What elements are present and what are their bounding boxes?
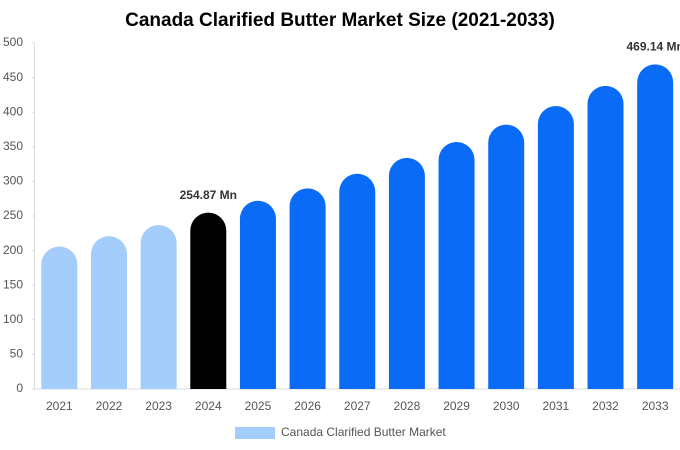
bar <box>90 236 127 389</box>
y-tick-label: 250 <box>3 208 23 222</box>
bar <box>239 200 276 389</box>
legend-swatch <box>235 427 275 439</box>
y-tick-label: 500 <box>3 35 23 49</box>
bar <box>537 105 574 390</box>
x-tick-label: 2030 <box>493 399 520 413</box>
x-tick-label: 2031 <box>543 399 570 413</box>
x-tick-label: 2023 <box>145 399 172 413</box>
value-label: 469.14 Mn <box>626 40 680 54</box>
legend-label: Canada Clarified Butter Market <box>281 425 446 439</box>
bar <box>190 212 227 389</box>
y-tick-label: 100 <box>3 312 23 326</box>
bar <box>289 188 326 389</box>
x-tick-label: 2022 <box>96 399 123 413</box>
bar <box>339 173 376 389</box>
x-tick-label: 2028 <box>394 399 421 413</box>
y-tick-label: 0 <box>16 381 23 395</box>
bar <box>637 64 674 390</box>
chart-title: Canada Clarified Butter Market Size (202… <box>125 10 555 31</box>
y-tick-label: 350 <box>3 139 23 153</box>
bar <box>388 157 425 389</box>
y-tick-label: 150 <box>3 277 23 291</box>
x-tick-label: 2024 <box>195 399 222 413</box>
value-label: 254.87 Mn <box>180 188 237 202</box>
y-tick-label: 50 <box>10 347 24 361</box>
x-tick-label: 2026 <box>294 399 321 413</box>
x-tick-label: 2025 <box>245 399 272 413</box>
y-tick-label: 300 <box>3 174 23 188</box>
x-tick-label: 2033 <box>642 399 669 413</box>
y-tick-label: 200 <box>3 243 23 257</box>
bar <box>438 141 475 389</box>
x-tick-label: 2032 <box>592 399 619 413</box>
y-tick-label: 450 <box>3 70 23 84</box>
bar <box>41 246 78 389</box>
x-tick-label: 2027 <box>344 399 371 413</box>
bar <box>587 85 624 390</box>
y-tick-label: 400 <box>3 104 23 118</box>
x-tick-label: 2029 <box>443 399 470 413</box>
bar <box>488 124 525 389</box>
bar <box>140 224 177 389</box>
x-tick-label: 2021 <box>46 399 73 413</box>
